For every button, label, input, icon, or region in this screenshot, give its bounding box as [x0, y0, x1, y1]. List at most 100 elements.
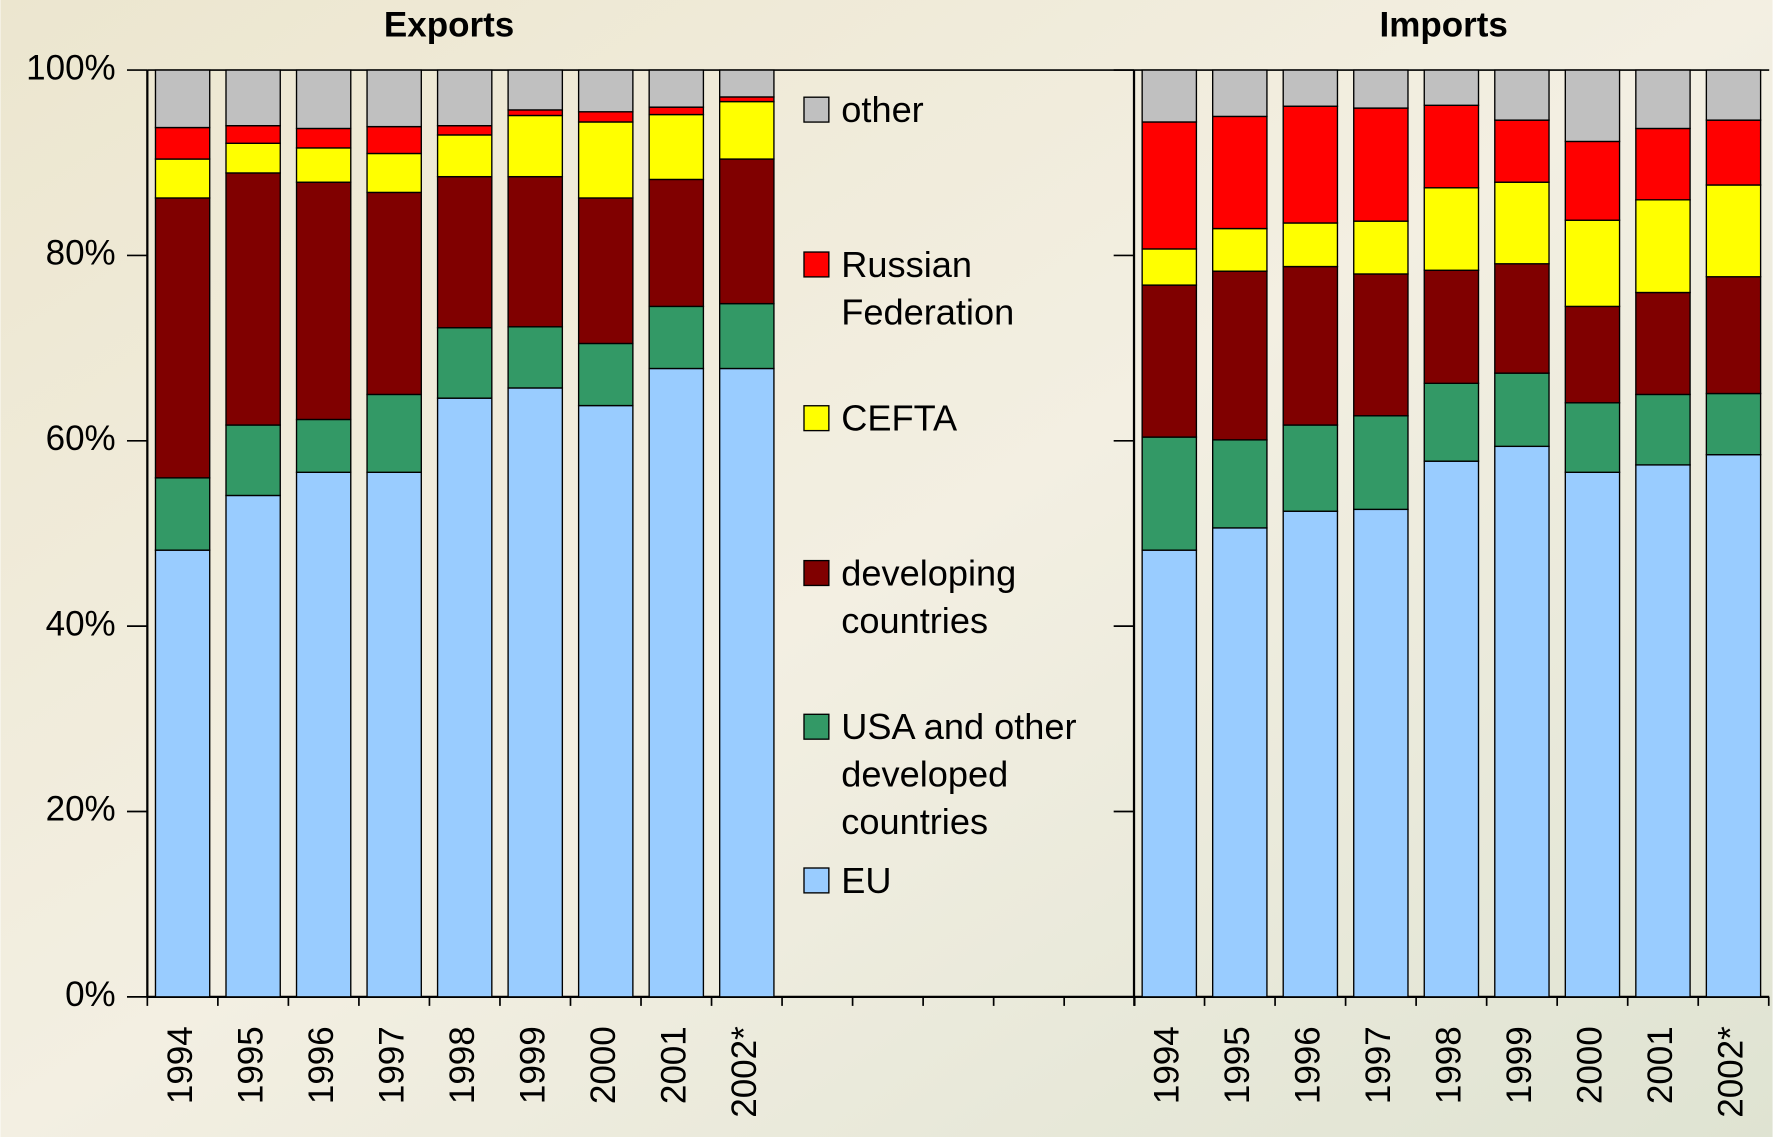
legend-label: other	[841, 89, 924, 130]
bar-segment	[154, 69, 211, 129]
x-tick-label: 2001	[1641, 1026, 1680, 1104]
bar-segment	[225, 142, 281, 174]
bar-segment	[648, 305, 705, 370]
x-tick-label: 1996	[302, 1026, 341, 1104]
bar-segment	[225, 69, 281, 127]
bar-segment	[719, 158, 775, 305]
bar-segment	[225, 172, 281, 426]
bar-segment	[507, 326, 564, 389]
legend-label: Russian Federation	[841, 244, 1015, 333]
bar-segment	[1494, 119, 1550, 183]
legend-item: other	[841, 89, 924, 130]
x-tick-label: 1995	[1218, 1026, 1257, 1104]
legend-swatch	[803, 713, 830, 740]
bar-segment	[1141, 248, 1198, 286]
legend-item: CEFTA	[841, 397, 958, 439]
bar-segment	[1212, 527, 1268, 998]
y-tick-label: 20%	[46, 790, 116, 829]
bar-segment	[648, 106, 705, 116]
y-tick-label: 100%	[26, 48, 116, 87]
bar-segment	[1282, 424, 1339, 512]
legend-label: EU	[841, 860, 892, 901]
x-tick-label: 1999	[1500, 1026, 1539, 1104]
bar-segment	[436, 175, 493, 329]
bar-segment	[577, 69, 634, 113]
bar-segment	[577, 197, 634, 345]
bar-segment	[225, 125, 281, 144]
bar-segment	[295, 471, 352, 998]
x-tick-label: 1997	[1359, 1026, 1398, 1104]
bar-segment	[1423, 69, 1480, 106]
x-tick-label: 1994	[1148, 1026, 1187, 1104]
bar-segment	[154, 197, 211, 479]
bar-segment	[1353, 107, 1409, 222]
bar-segment	[1564, 402, 1621, 473]
bar-segment	[1353, 69, 1409, 109]
bar-segment	[719, 367, 775, 998]
legend-label: developing countries	[841, 552, 1017, 641]
x-tick-label: 1996	[1289, 1026, 1328, 1104]
x-tick-label: 2002*	[1712, 1026, 1751, 1118]
y-tick-label: 60%	[46, 419, 116, 458]
bar-segment	[1705, 119, 1762, 186]
bar-segment	[507, 69, 564, 111]
legend-swatch	[803, 867, 830, 894]
bar-segment	[1705, 392, 1762, 456]
legend-item: Russian Federation	[841, 244, 1015, 333]
bar-segment	[507, 114, 564, 178]
bar-segment	[507, 109, 564, 117]
bar-segment	[366, 69, 422, 128]
bar-segment	[1212, 115, 1268, 230]
y-tick-label: 0%	[65, 975, 116, 1014]
x-tick-label: 1997	[372, 1026, 411, 1104]
legend-swatch	[803, 96, 830, 123]
bar-segment	[648, 113, 705, 181]
bar-segment	[1423, 460, 1480, 998]
bar-segment	[1494, 445, 1550, 998]
bar-segment	[719, 302, 775, 370]
x-tick-label: 1995	[231, 1026, 270, 1104]
bar-segment	[1635, 69, 1691, 130]
legend-label: USA and other developed countries	[841, 706, 1077, 843]
bar-segment	[1494, 69, 1550, 121]
bar-segment	[1141, 284, 1198, 438]
bar-segment	[507, 175, 564, 328]
bar-segment	[1564, 471, 1621, 998]
x-tick-label: 1994	[161, 1026, 200, 1104]
bar-segment	[1141, 436, 1198, 551]
bar-segment	[507, 387, 564, 998]
bar-segment	[1282, 222, 1339, 268]
bar-segment	[1212, 69, 1268, 118]
bar-segment	[1353, 273, 1409, 417]
chart-title: Imports	[1379, 5, 1507, 44]
bar-segment	[1635, 199, 1691, 294]
bar-segment	[295, 147, 352, 183]
bar-segment	[1705, 454, 1762, 998]
bar-segment	[1282, 105, 1339, 224]
x-tick-label: 2000	[1571, 1026, 1610, 1104]
bar-segment	[366, 125, 422, 155]
bar-segment	[1635, 291, 1691, 396]
bar-segment	[154, 477, 211, 551]
bar-segment	[154, 549, 211, 998]
chart-title: Exports	[384, 5, 514, 44]
bar-segment	[1141, 69, 1198, 123]
y-tick-label: 40%	[46, 604, 116, 643]
bar-segment	[1423, 187, 1480, 271]
legend-label: CEFTA	[841, 397, 958, 439]
bar-segment	[295, 181, 352, 421]
legend-swatch	[803, 559, 830, 587]
bar-segment	[225, 424, 281, 497]
bar-segment	[1282, 265, 1339, 426]
bar-segment	[1212, 227, 1268, 272]
x-tick-label: 1998	[1430, 1026, 1469, 1104]
legend-swatch	[803, 251, 830, 278]
bar-segment	[1635, 464, 1691, 998]
bar-segment	[1705, 276, 1762, 395]
bar-segment	[295, 69, 352, 130]
x-tick-label: 1998	[443, 1026, 482, 1104]
bar-segment	[648, 367, 705, 998]
x-tick-label: 2002*	[725, 1026, 764, 1118]
bar-segment	[1353, 220, 1409, 275]
bar-segment	[436, 125, 493, 136]
